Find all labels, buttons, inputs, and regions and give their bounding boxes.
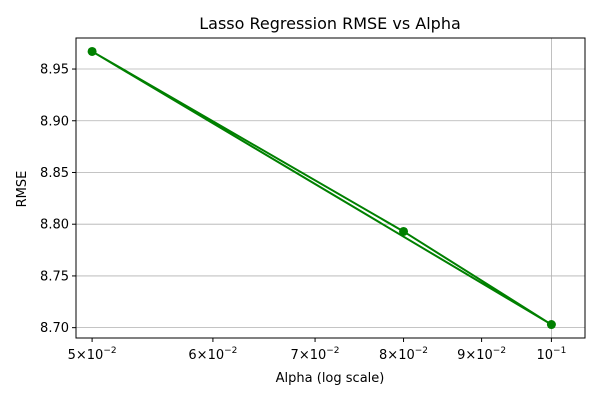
plot-frame	[75, 37, 586, 339]
x-tick-label: 6×10−2	[188, 346, 237, 363]
y-tick-label: 8.90	[40, 114, 69, 129]
y-axis-label: RMSE	[15, 171, 30, 208]
grid	[76, 38, 585, 338]
y-tick-label: 8.70	[40, 321, 69, 336]
y-tick-label: 8.85	[40, 166, 69, 181]
y-tick-label: 8.95	[40, 63, 69, 78]
x-tick-label: 5×10−2	[68, 346, 117, 363]
series-layer	[87, 46, 556, 330]
x-tick-label: 7×10−2	[291, 346, 340, 363]
axis-ticks: 8.70 8.75 8.80 8.85 8.90 8.95 5×10−2 6×10−2 7×10…	[40, 63, 566, 363]
series-line	[91, 50, 553, 326]
x-axis-label: Alpha (log scale)	[276, 371, 385, 386]
x-tick-label: 8×10−2	[379, 346, 428, 363]
chart-title: Lasso Regression RMSE vs Alpha	[199, 14, 461, 33]
x-tick-label: 10−1	[536, 346, 566, 363]
data-point	[399, 226, 409, 236]
x-tick-label: 9×10−2	[457, 346, 506, 363]
y-tick-label: 8.75	[40, 269, 69, 284]
data-point	[87, 46, 97, 56]
y-tick-label: 8.80	[40, 218, 69, 233]
data-point	[546, 320, 556, 330]
